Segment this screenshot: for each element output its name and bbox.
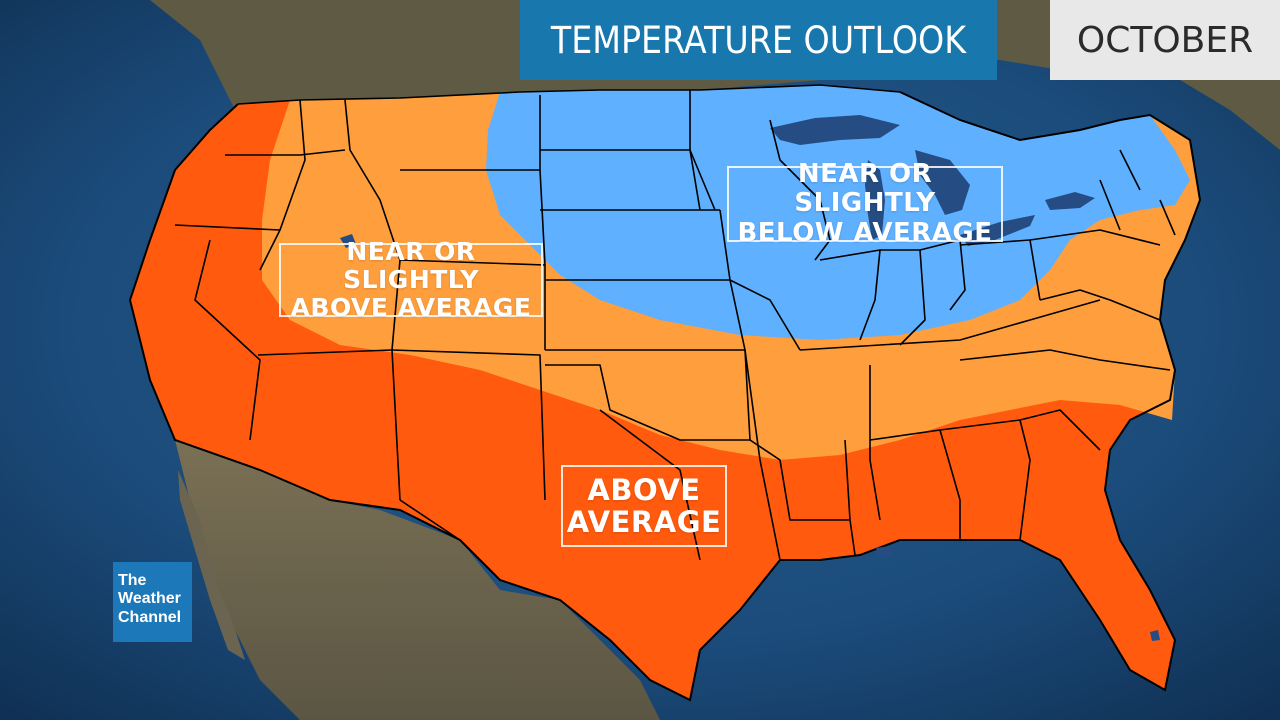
lake-pontchartrain: [876, 546, 892, 556]
lake-michigan: [865, 160, 885, 240]
label-near-or-slightly-above: NEAR OR SLIGHTLY ABOVE AVERAGE: [279, 238, 543, 322]
header-month: OCTOBER: [1050, 0, 1280, 80]
label-near-or-slightly-below: NEAR OR SLIGHTLY BELOW AVERAGE: [727, 160, 1003, 247]
label-above-line1: ABOVE: [587, 472, 701, 507]
weather-channel-logo: The Weather Channel: [113, 562, 192, 642]
label-near-above-line2: ABOVE AVERAGE: [290, 293, 532, 322]
label-near-above-line1: NEAR OR SLIGHTLY: [343, 237, 479, 294]
mexico-land: [175, 440, 660, 720]
lake-superior: [770, 115, 900, 145]
logo-line1: The: [118, 572, 147, 589]
label-above-line2: AVERAGE: [566, 505, 722, 539]
logo-line2: Weather: [118, 590, 181, 608]
label-above-average: ABOVE AVERAGE: [561, 465, 727, 547]
zone-near-below: [486, 85, 1190, 340]
logo-line3: Channel: [118, 608, 182, 626]
us-coastline: [128, 91, 1202, 702]
header-title: TEMPERATURE OUTLOOK: [520, 0, 997, 80]
lake-erie: [960, 215, 1035, 246]
header-title-text: TEMPERATURE OUTLOOK: [550, 18, 967, 62]
lake-okeechobee: [1150, 630, 1160, 641]
state-borders: [174, 84, 1176, 561]
label-below-line2: BELOW AVERAGE: [737, 217, 993, 248]
baja-land: [178, 470, 245, 660]
label-below-line1: NEAR OR SLIGHTLY: [794, 159, 936, 219]
lake-ontario: [1045, 192, 1095, 210]
